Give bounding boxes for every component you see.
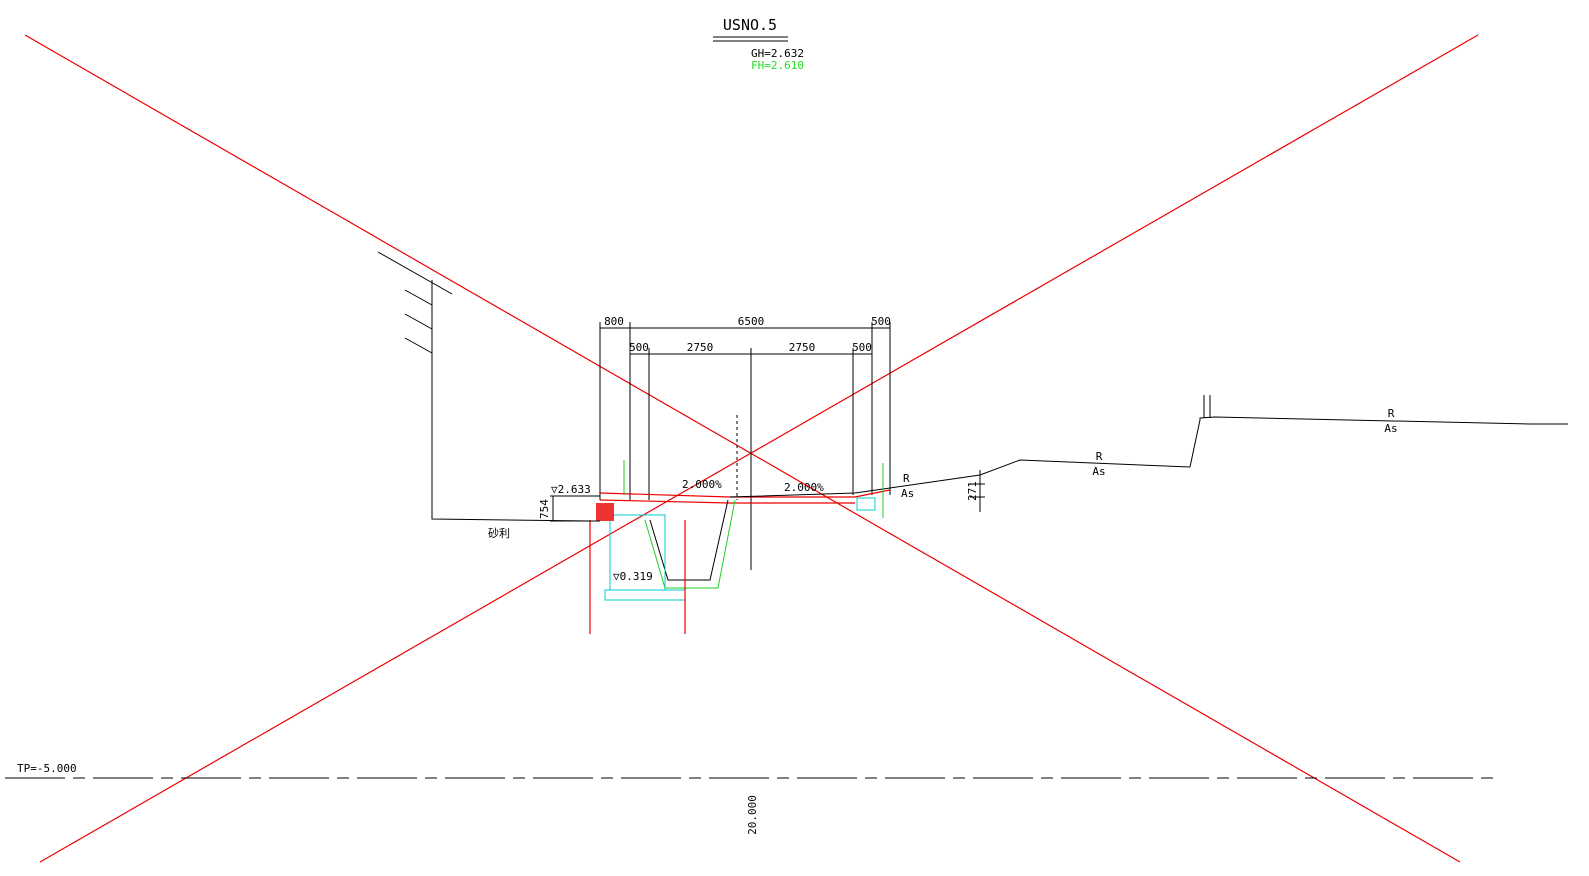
ground — [431, 280, 591, 522]
scale-label: 20.000 — [746, 795, 759, 835]
material-label: 砂利 — [488, 527, 510, 540]
material-label: As — [1384, 422, 1397, 435]
block — [596, 503, 614, 521]
dim-label: 800 — [604, 315, 624, 328]
cross-line — [24, 34, 1461, 863]
hatch — [404, 289, 433, 306]
dim-label: 271 — [966, 481, 979, 501]
gutter — [649, 499, 729, 581]
dim-label: 2750 — [687, 341, 714, 354]
hatch — [404, 313, 433, 330]
gh: GH=2.632 — [751, 47, 804, 60]
fh: FH=2.610 — [751, 59, 804, 72]
wall — [377, 251, 453, 295]
slope-label: 2.000% — [682, 478, 722, 491]
dim-label: 754 — [538, 499, 551, 519]
title: USNO.5 — [723, 16, 777, 34]
dim-label: 500 — [871, 315, 891, 328]
gutter-outline — [644, 499, 736, 589]
slope-label: 2.000% — [784, 481, 824, 494]
material-label: R — [1096, 450, 1103, 463]
datum-label: TP=-5.000 — [17, 762, 77, 775]
level-label: ▽2.633 — [551, 483, 591, 496]
material-label: As — [901, 487, 914, 500]
material-label: R — [903, 472, 910, 485]
culvert-base — [604, 589, 686, 601]
pavement — [599, 489, 891, 498]
dim-label: 6500 — [738, 315, 765, 328]
dim-label: 500 — [852, 341, 872, 354]
dim-label: 2750 — [789, 341, 816, 354]
dim-label: 500 — [629, 341, 649, 354]
hatch — [404, 337, 433, 354]
material-label: R — [1388, 407, 1395, 420]
cross-line — [39, 34, 1479, 863]
level-label: ▽0.319 — [613, 570, 653, 583]
pavement — [599, 499, 855, 504]
drain — [856, 497, 876, 511]
ground — [1189, 416, 1568, 468]
material-label: As — [1092, 465, 1105, 478]
